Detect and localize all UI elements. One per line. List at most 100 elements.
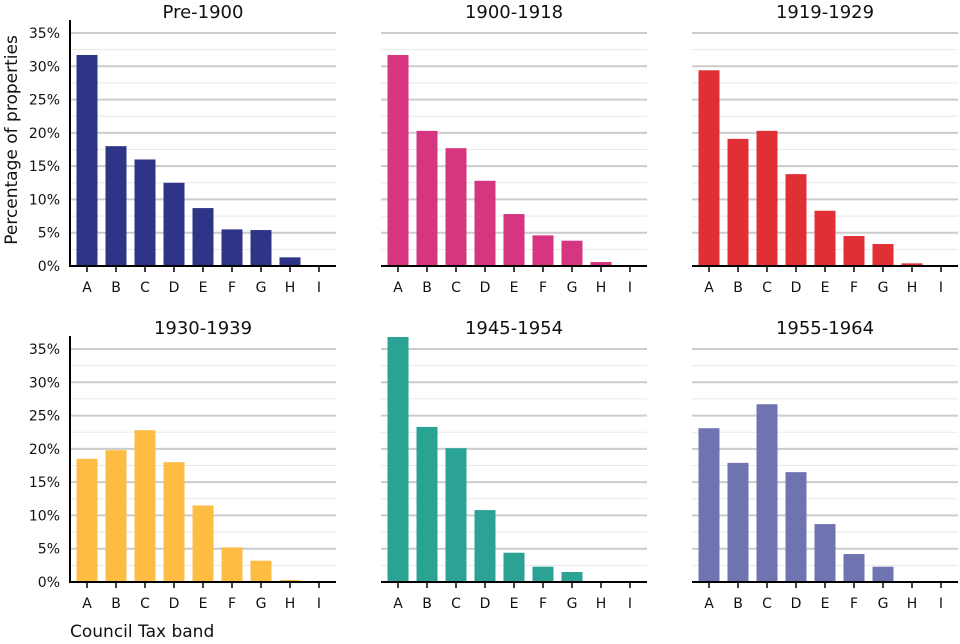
x-tick-label: C <box>140 280 150 296</box>
x-tick-label: A <box>704 280 714 296</box>
bar-C <box>134 159 156 266</box>
panel-3: 1930-1939 0% 5% 10% 15% 20% 25% 30% 35% A B C D E F G H I <box>29 318 336 612</box>
x-tick-label: B <box>733 596 743 612</box>
x-tick-label: H <box>596 280 607 296</box>
panel-title: 1955-1964 <box>776 318 874 339</box>
y-tick-label: 10% <box>29 508 60 524</box>
panel-title: 1945-1954 <box>465 318 563 339</box>
y-tick-label: 20% <box>29 442 60 458</box>
panel-1: 1900-1918 A B C D E F G H I <box>381 2 647 296</box>
x-tick-label: E <box>821 596 830 612</box>
x-tick-label: G <box>878 280 889 296</box>
bar-A <box>76 458 98 582</box>
bar-D <box>785 174 807 266</box>
bar-A <box>698 70 720 266</box>
y-tick-label: 30% <box>29 59 60 75</box>
y-tick-label: 5% <box>38 226 60 242</box>
x-tick-label: D <box>791 596 802 612</box>
bar-E <box>814 524 836 582</box>
x-tick-label: D <box>791 280 802 296</box>
bar-C <box>445 448 467 582</box>
x-tick-label: I <box>628 280 632 296</box>
x-tick-label: I <box>939 596 943 612</box>
bar-G <box>250 230 272 266</box>
x-tick-label: A <box>393 596 403 612</box>
x-tick-label: C <box>140 596 150 612</box>
y-tick-label: 15% <box>29 159 60 175</box>
bar-F <box>843 236 865 266</box>
bar-A <box>387 54 409 267</box>
x-tick-label: C <box>451 596 461 612</box>
panel-title: 1900-1918 <box>465 2 563 23</box>
y-tick-label: 10% <box>29 192 60 208</box>
x-tick-label: B <box>733 280 743 296</box>
y-tick-label: 25% <box>29 93 60 109</box>
bar-G <box>250 560 272 582</box>
x-tick-label: B <box>422 280 432 296</box>
x-tick-label: H <box>285 596 296 612</box>
y-tick-label: 15% <box>29 475 60 491</box>
x-tick-label: F <box>850 596 858 612</box>
x-tick-label: D <box>169 596 180 612</box>
x-tick-label: I <box>317 280 321 296</box>
bar-A <box>76 54 98 267</box>
panel-5: 1955-1964 A B C D E F G H I <box>692 318 958 612</box>
x-tick-label: E <box>199 280 208 296</box>
y-tick-label: 30% <box>29 375 60 391</box>
bar-E <box>192 208 214 266</box>
bar-B <box>105 146 127 266</box>
bar-B <box>416 426 438 582</box>
bar-D <box>785 472 807 582</box>
bar-E <box>503 552 525 582</box>
x-axis-title: Council Tax band <box>70 622 214 640</box>
x-tick-label: I <box>317 596 321 612</box>
bar-E <box>503 214 525 266</box>
x-tick-label: G <box>878 596 889 612</box>
bar-A <box>387 337 409 582</box>
panel-2: 1919-1929 A B C D E F G H I <box>692 2 958 296</box>
panel-4: 1945-1954 A B C D E F G H I <box>381 318 647 612</box>
x-tick-label: B <box>422 596 432 612</box>
x-tick-label: A <box>704 596 714 612</box>
bar-G <box>872 244 894 266</box>
x-tick-label: G <box>567 280 578 296</box>
x-tick-label: D <box>480 596 491 612</box>
x-tick-label: H <box>907 280 918 296</box>
x-tick-label: H <box>907 596 918 612</box>
y-tick-label: 0% <box>38 575 60 591</box>
bar-H <box>279 257 301 266</box>
y-tick-label: 5% <box>38 542 60 558</box>
bar-C <box>134 430 156 582</box>
x-tick-label: F <box>228 596 236 612</box>
y-axis-title: Percentage of properties <box>2 35 22 245</box>
bar-F <box>843 554 865 582</box>
x-tick-label: A <box>393 280 403 296</box>
x-tick-label: G <box>567 596 578 612</box>
bar-A <box>698 428 720 582</box>
bar-H <box>901 263 923 266</box>
x-tick-label: D <box>169 280 180 296</box>
panel-title: 1919-1929 <box>776 2 874 23</box>
bar-E <box>814 210 836 266</box>
x-tick-label: G <box>256 596 267 612</box>
bar-F <box>221 547 243 582</box>
bar-D <box>163 182 185 266</box>
x-tick-label: F <box>228 280 236 296</box>
x-tick-label: F <box>850 280 858 296</box>
y-tick-label: 20% <box>29 126 60 142</box>
y-tick-label: 25% <box>29 409 60 425</box>
bar-F <box>221 229 243 266</box>
y-tick-label: 0% <box>38 259 60 275</box>
panel-title: Pre-1900 <box>163 2 244 23</box>
x-tick-label: G <box>256 280 267 296</box>
panel-title: 1930-1939 <box>154 318 252 339</box>
bar-F <box>532 566 554 582</box>
bar-B <box>105 450 127 582</box>
x-tick-label: H <box>285 280 296 296</box>
bar-B <box>416 130 438 266</box>
bar-B <box>727 138 749 266</box>
x-tick-label: C <box>451 280 461 296</box>
x-tick-label: A <box>82 280 92 296</box>
y-tick-label: 35% <box>29 342 60 358</box>
